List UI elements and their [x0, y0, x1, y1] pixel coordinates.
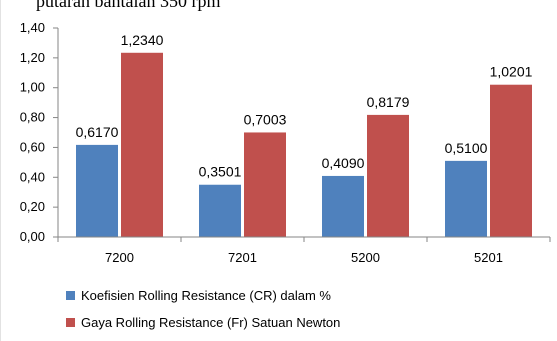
- y-tick-label: 1,20: [20, 50, 45, 65]
- y-tick-label: 0,60: [20, 139, 45, 154]
- legend: Koefisien Rolling Resistance (CR) dalam …: [66, 288, 340, 330]
- bar-fr-5200: [367, 114, 409, 237]
- x-tick-label: 5200: [351, 250, 380, 265]
- x-tick-label: 7201: [228, 250, 257, 265]
- legend-swatch: [66, 318, 75, 327]
- data-label: 1,2340: [121, 32, 164, 48]
- data-label: 0,3501: [199, 164, 242, 180]
- data-label: 0,5100: [445, 140, 488, 156]
- legend-label: Gaya Rolling Resistance (Fr) Satuan Newt…: [81, 315, 340, 330]
- bar-fr-5201: [490, 84, 532, 237]
- bar-cr-7201: [199, 184, 241, 237]
- data-label: 0,8179: [367, 94, 410, 110]
- y-tick-label: 0,00: [20, 229, 45, 244]
- y-axis: 0,00 0,20 0,40 0,60 0,80 1,00 1,20 1,40: [20, 20, 59, 244]
- bar-fr-7200: [121, 52, 163, 237]
- bar-cr-7200: [76, 144, 118, 237]
- data-label: 0,6170: [76, 124, 119, 140]
- y-tick-label: 0,80: [20, 110, 45, 125]
- data-label: 1,0201: [490, 64, 533, 80]
- data-labels: 0,6170 1,2340 0,3501 0,7003 0,4090 0,8179 0,51…: [76, 32, 533, 180]
- x-axis: 7200 7201 5200 5201: [57, 236, 551, 265]
- data-label: 0,4090: [322, 155, 365, 171]
- bar-cr-5201: [445, 160, 487, 237]
- chart-caption: putaran bantalan 350 rpm: [36, 0, 220, 11]
- x-tick-label: 5201: [474, 250, 503, 265]
- y-tick-label: 0,20: [20, 199, 45, 214]
- bar-fr-7201: [244, 132, 286, 237]
- bars: [76, 52, 532, 237]
- legend-swatch: [66, 291, 75, 300]
- bar-cr-5200: [322, 175, 364, 237]
- y-tick-label: 1,00: [20, 80, 45, 95]
- y-tick-label: 1,40: [20, 20, 45, 35]
- y-tick-label: 0,40: [20, 169, 45, 184]
- legend-label: Koefisien Rolling Resistance (CR) dalam …: [81, 288, 331, 303]
- data-label: 0,7003: [244, 111, 287, 127]
- x-tick-label: 7200: [105, 250, 134, 265]
